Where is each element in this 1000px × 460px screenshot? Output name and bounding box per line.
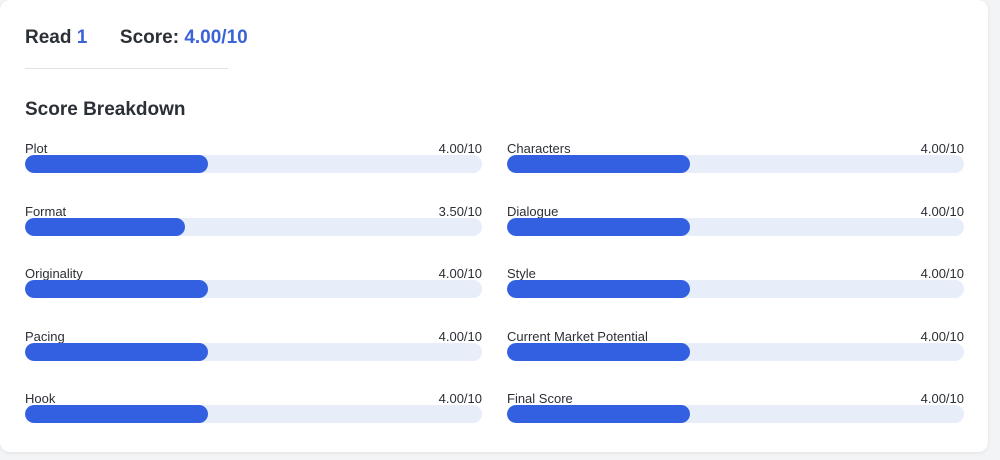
divider	[25, 68, 228, 69]
metric-value: 4.00/10	[920, 391, 964, 406]
metric-value: 4.00/10	[438, 329, 482, 344]
metric-value: 4.00/10	[438, 266, 482, 281]
progress-track	[25, 343, 482, 361]
metric-label: Current Market Potential	[507, 329, 648, 344]
read-label: Read	[25, 27, 72, 48]
progress-fill	[25, 405, 208, 423]
progress-fill	[25, 280, 208, 298]
metric-value: 4.00/10	[438, 141, 482, 156]
metric-value: 4.00/10	[920, 329, 964, 344]
progress-track	[507, 155, 964, 173]
progress-track	[507, 343, 964, 361]
metric-originality: Originality 4.00/10	[25, 266, 482, 306]
progress-fill	[507, 343, 690, 361]
metric-label: Hook	[25, 391, 56, 406]
progress-track	[507, 218, 964, 236]
progress-track	[25, 405, 482, 423]
metric-label: Pacing	[25, 329, 65, 344]
metric-pacing: Pacing 4.00/10	[25, 329, 482, 369]
metric-value: 3.50/10	[438, 204, 482, 219]
metric-label: Final Score	[507, 391, 573, 406]
score-value: 4.00/10	[184, 27, 248, 48]
metric-label: Originality	[25, 266, 83, 281]
progress-fill	[507, 155, 690, 173]
metric-plot: Plot 4.00/10	[25, 141, 482, 181]
progress-track	[25, 280, 482, 298]
metric-value: 4.00/10	[920, 141, 964, 156]
progress-track	[25, 155, 482, 173]
metric-label: Format	[25, 204, 67, 219]
metric-final-score: Final Score 4.00/10	[507, 391, 964, 431]
metric-label: Characters	[507, 141, 571, 156]
metric-dialogue: Dialogue 4.00/10	[507, 204, 964, 244]
metric-hook: Hook 4.00/10	[25, 391, 482, 431]
metric-current-market-potential: Current Market Potential 4.00/10	[507, 329, 964, 369]
progress-fill	[25, 155, 208, 173]
metric-value: 4.00/10	[920, 204, 964, 219]
progress-fill	[507, 218, 690, 236]
progress-fill	[25, 218, 185, 236]
metric-label: Dialogue	[507, 204, 559, 219]
read-count: 1	[76, 27, 88, 48]
score-card: Read 1 Score: 4.00/10 Score Breakdown Pl…	[0, 0, 988, 452]
metric-value: 4.00/10	[920, 266, 964, 281]
score-label: Score:	[119, 27, 180, 48]
progress-fill	[507, 280, 690, 298]
progress-fill	[507, 405, 690, 423]
score-breakdown-title: Score Breakdown	[25, 99, 186, 120]
metric-format: Format 3.50/10	[25, 204, 482, 244]
progress-track	[507, 280, 964, 298]
metric-label: Style	[507, 266, 536, 281]
metric-style: Style 4.00/10	[507, 266, 964, 306]
progress-fill	[25, 343, 208, 361]
progress-track	[25, 218, 482, 236]
score-summary: Read 1 Score: 4.00/10	[25, 27, 248, 49]
metric-label: Plot	[25, 141, 48, 156]
metric-value: 4.00/10	[438, 391, 482, 406]
metric-characters: Characters 4.00/10	[507, 141, 964, 181]
progress-track	[507, 405, 964, 423]
